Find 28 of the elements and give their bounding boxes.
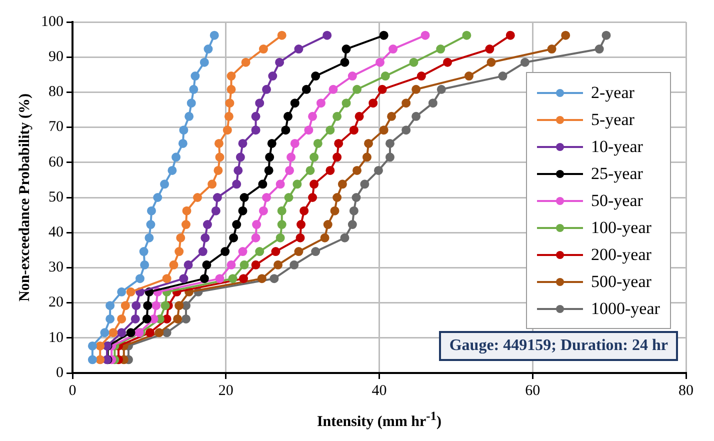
y-tick-label: 20 <box>48 294 64 311</box>
legend-label: 1000-year <box>591 298 660 318</box>
legend-label: 200-year <box>591 244 652 264</box>
x-tick-label: 40 <box>372 382 387 399</box>
y-tick-label: 50 <box>48 189 64 206</box>
x-tick-label: 20 <box>218 382 234 399</box>
y-tick-label: 40 <box>48 224 64 241</box>
y-tick-label: 90 <box>48 49 64 66</box>
y-tick-label: 10 <box>48 330 64 346</box>
legend-label: 50-year <box>591 190 643 210</box>
legend-label: 500-year <box>591 272 652 292</box>
x-tick-label: 80 <box>678 382 694 399</box>
y-tick-label: 0 <box>56 364 64 381</box>
y-axis-title: Non-exceedance Probability (%) <box>16 93 33 302</box>
legend-label: 25-year <box>591 164 643 184</box>
legend-label: 100-year <box>591 218 652 238</box>
legend-label: 5-year <box>591 110 634 130</box>
x-tick-label: 0 <box>68 382 76 399</box>
y-tick-label: 100 <box>41 14 64 30</box>
y-tick-label: 30 <box>48 260 64 276</box>
y-tick-label: 60 <box>48 154 64 170</box>
y-tick-label: 80 <box>48 84 64 100</box>
x-axis-title: Intensity (mm hr$^{-1}$) <box>316 409 442 430</box>
legend-label: 2-year <box>591 82 634 102</box>
y-tick-label: 70 <box>48 119 64 136</box>
legend-label: 10-year <box>591 136 643 156</box>
x-tick-label: 60 <box>525 382 540 399</box>
annotation: Gauge: 449159; Duration: 24 hr <box>439 331 678 361</box>
